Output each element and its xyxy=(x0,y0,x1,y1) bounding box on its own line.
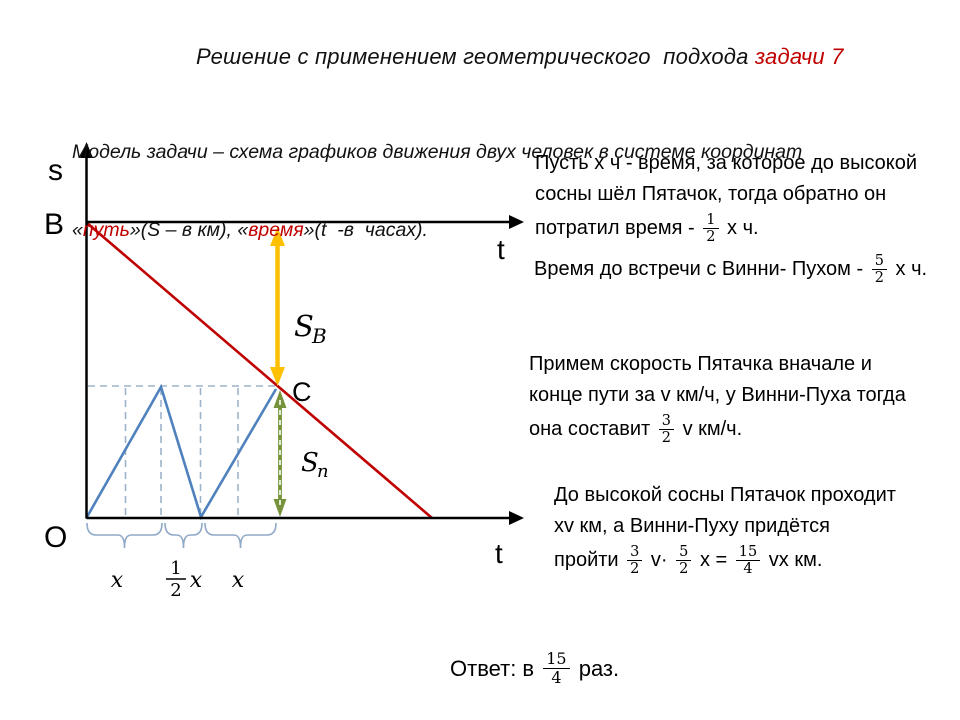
block3-line2: конце пути за v км/ч, у Винни-Пуха тогда xyxy=(529,380,906,411)
subtitle-line2: «путь»(S – в км), «время»(t -в часах). xyxy=(72,217,802,243)
frac-num: 15 xyxy=(735,544,761,561)
frac-num: 15 xyxy=(543,650,570,669)
frac-den: 2 xyxy=(630,561,640,577)
brace1-label-x: x xyxy=(111,568,124,593)
frac-num: 5 xyxy=(871,253,887,270)
block1-line1: Пусть x ч - время, за которое до высокой xyxy=(535,148,917,179)
block2-pre: Время до встречи с Винни- Пухом - xyxy=(534,258,869,280)
title-main: Решение с применением геометрического по… xyxy=(196,44,755,69)
subtitle-word-path: путь xyxy=(82,219,130,241)
slide-title: Решение с применением геометрического по… xyxy=(196,44,844,70)
block4-line2-text: xv км, а Винни-Пуху придётся xyxy=(554,515,830,537)
point-c-label: C xyxy=(292,377,312,407)
block1-line2-text: сосны шёл Пятачок, тогда обратно он xyxy=(535,183,887,205)
answer-content: Ответ: в 15 4 раз. xyxy=(450,650,619,687)
block3-line2-text: конце пути за v км/ч, у Винни-Пуха тогда xyxy=(529,384,906,406)
block4-line1: До высокой сосны Пятачок проходит xyxy=(554,480,896,511)
brace-segment-1 xyxy=(86,522,163,549)
subtitle-mid: »(S – в км), « xyxy=(129,219,249,241)
block3-line3-pre: она составит xyxy=(529,418,656,440)
green-sp-arrowhead-top xyxy=(273,390,287,408)
block1-line2: сосны шёл Пятачок, тогда обратно он xyxy=(535,179,917,210)
block4-line1-text: До высокой сосны Пятачок проходит xyxy=(554,484,896,506)
title-accent: задачи 7 xyxy=(754,44,844,69)
text-block-distances: До высокой сосны Пятачок проходит xv км,… xyxy=(554,480,896,579)
frac-den: 2 xyxy=(874,270,884,286)
yellow-sb-arrowhead-bottom xyxy=(270,367,285,386)
brace3-label-x: x xyxy=(232,568,245,593)
subtitle: Модель задачи – схема графиков движения … xyxy=(72,87,802,269)
frac-num: 3 xyxy=(658,413,675,430)
frac-num: 5 xyxy=(676,544,692,561)
t-axis-lower-arrowhead xyxy=(509,511,524,525)
block3-line3-post: v км/ч. xyxy=(677,418,743,440)
t-axis-upper-arrowhead xyxy=(509,215,524,229)
green-sp-arrowhead-bottom xyxy=(273,499,287,517)
subtitle-line1: Модель задачи – схема графиков движения … xyxy=(72,141,803,163)
t-axis-label-bottom: t xyxy=(495,538,503,569)
subtitle-quote-open: « xyxy=(72,219,83,241)
subtitle-tail: »(t -в часах). xyxy=(303,219,428,241)
answer-pre: Ответ: в xyxy=(450,655,541,681)
answer-post: раз. xyxy=(572,655,620,681)
frac-den: 4 xyxy=(551,668,562,687)
fraction-15-4: 15 4 xyxy=(543,650,570,687)
sp-label-base: S xyxy=(301,448,319,478)
yellow-sb-arrowhead-top xyxy=(270,227,285,246)
frac-num: 3 xyxy=(627,544,643,561)
block4-post: vx км. xyxy=(763,549,823,571)
text-block-speeds: Примем скорость Пятачка вначале и конце … xyxy=(529,349,906,448)
block4-mid2: x = xyxy=(694,549,733,571)
frac-den: 2 xyxy=(706,229,716,245)
block4-line2: xv км, а Винни-Пуху придётся xyxy=(554,511,896,542)
block1-line3-post: x ч. xyxy=(721,217,759,239)
s-axis-label: s xyxy=(48,154,63,187)
s-axis-arrowhead xyxy=(80,142,93,158)
block1-line3-pre: потратил время - xyxy=(535,217,701,239)
block3-line1-text: Примем скорость Пятачка вначале и xyxy=(529,353,872,375)
sb-label-sub: B xyxy=(311,324,327,348)
sb-label-base: S xyxy=(294,309,314,343)
t-axis-label-top: t xyxy=(497,234,505,265)
sp-label-sub: п xyxy=(317,461,329,482)
frac-den: 2 xyxy=(661,430,672,446)
brace-segment-3 xyxy=(204,522,277,549)
red-winnie-line xyxy=(86,222,433,519)
answer-line: Ответ: в 15 4 раз. xyxy=(450,650,619,687)
text-block-let-x: Пусть x ч - время, за которое до высокой… xyxy=(535,148,917,247)
point-b-label: B xyxy=(44,208,64,241)
block3-line1: Примем скорость Пятачка вначале и xyxy=(529,349,906,380)
brace-segment-2 xyxy=(164,522,203,549)
brace2-label-x: x xyxy=(190,568,203,593)
origin-label: O xyxy=(44,521,67,554)
frac-den: 2 xyxy=(679,561,689,577)
block1-line1-text: Пусть x ч - время, за которое до высокой xyxy=(535,152,918,174)
blue-piglet-zigzag-line xyxy=(85,383,278,521)
fraction-15-4: 15 4 xyxy=(735,544,761,577)
block4-mid1: v· xyxy=(645,549,674,571)
brace2-frac-num: 1 xyxy=(170,558,181,579)
block2-post: x ч. xyxy=(889,258,928,280)
subtitle-word-time: время xyxy=(248,219,304,241)
brace2-frac-den: 2 xyxy=(170,580,181,601)
frac-den: 4 xyxy=(743,561,753,577)
block4-line3-pre: пройти xyxy=(554,549,625,571)
frac-num: 1 xyxy=(703,212,719,229)
